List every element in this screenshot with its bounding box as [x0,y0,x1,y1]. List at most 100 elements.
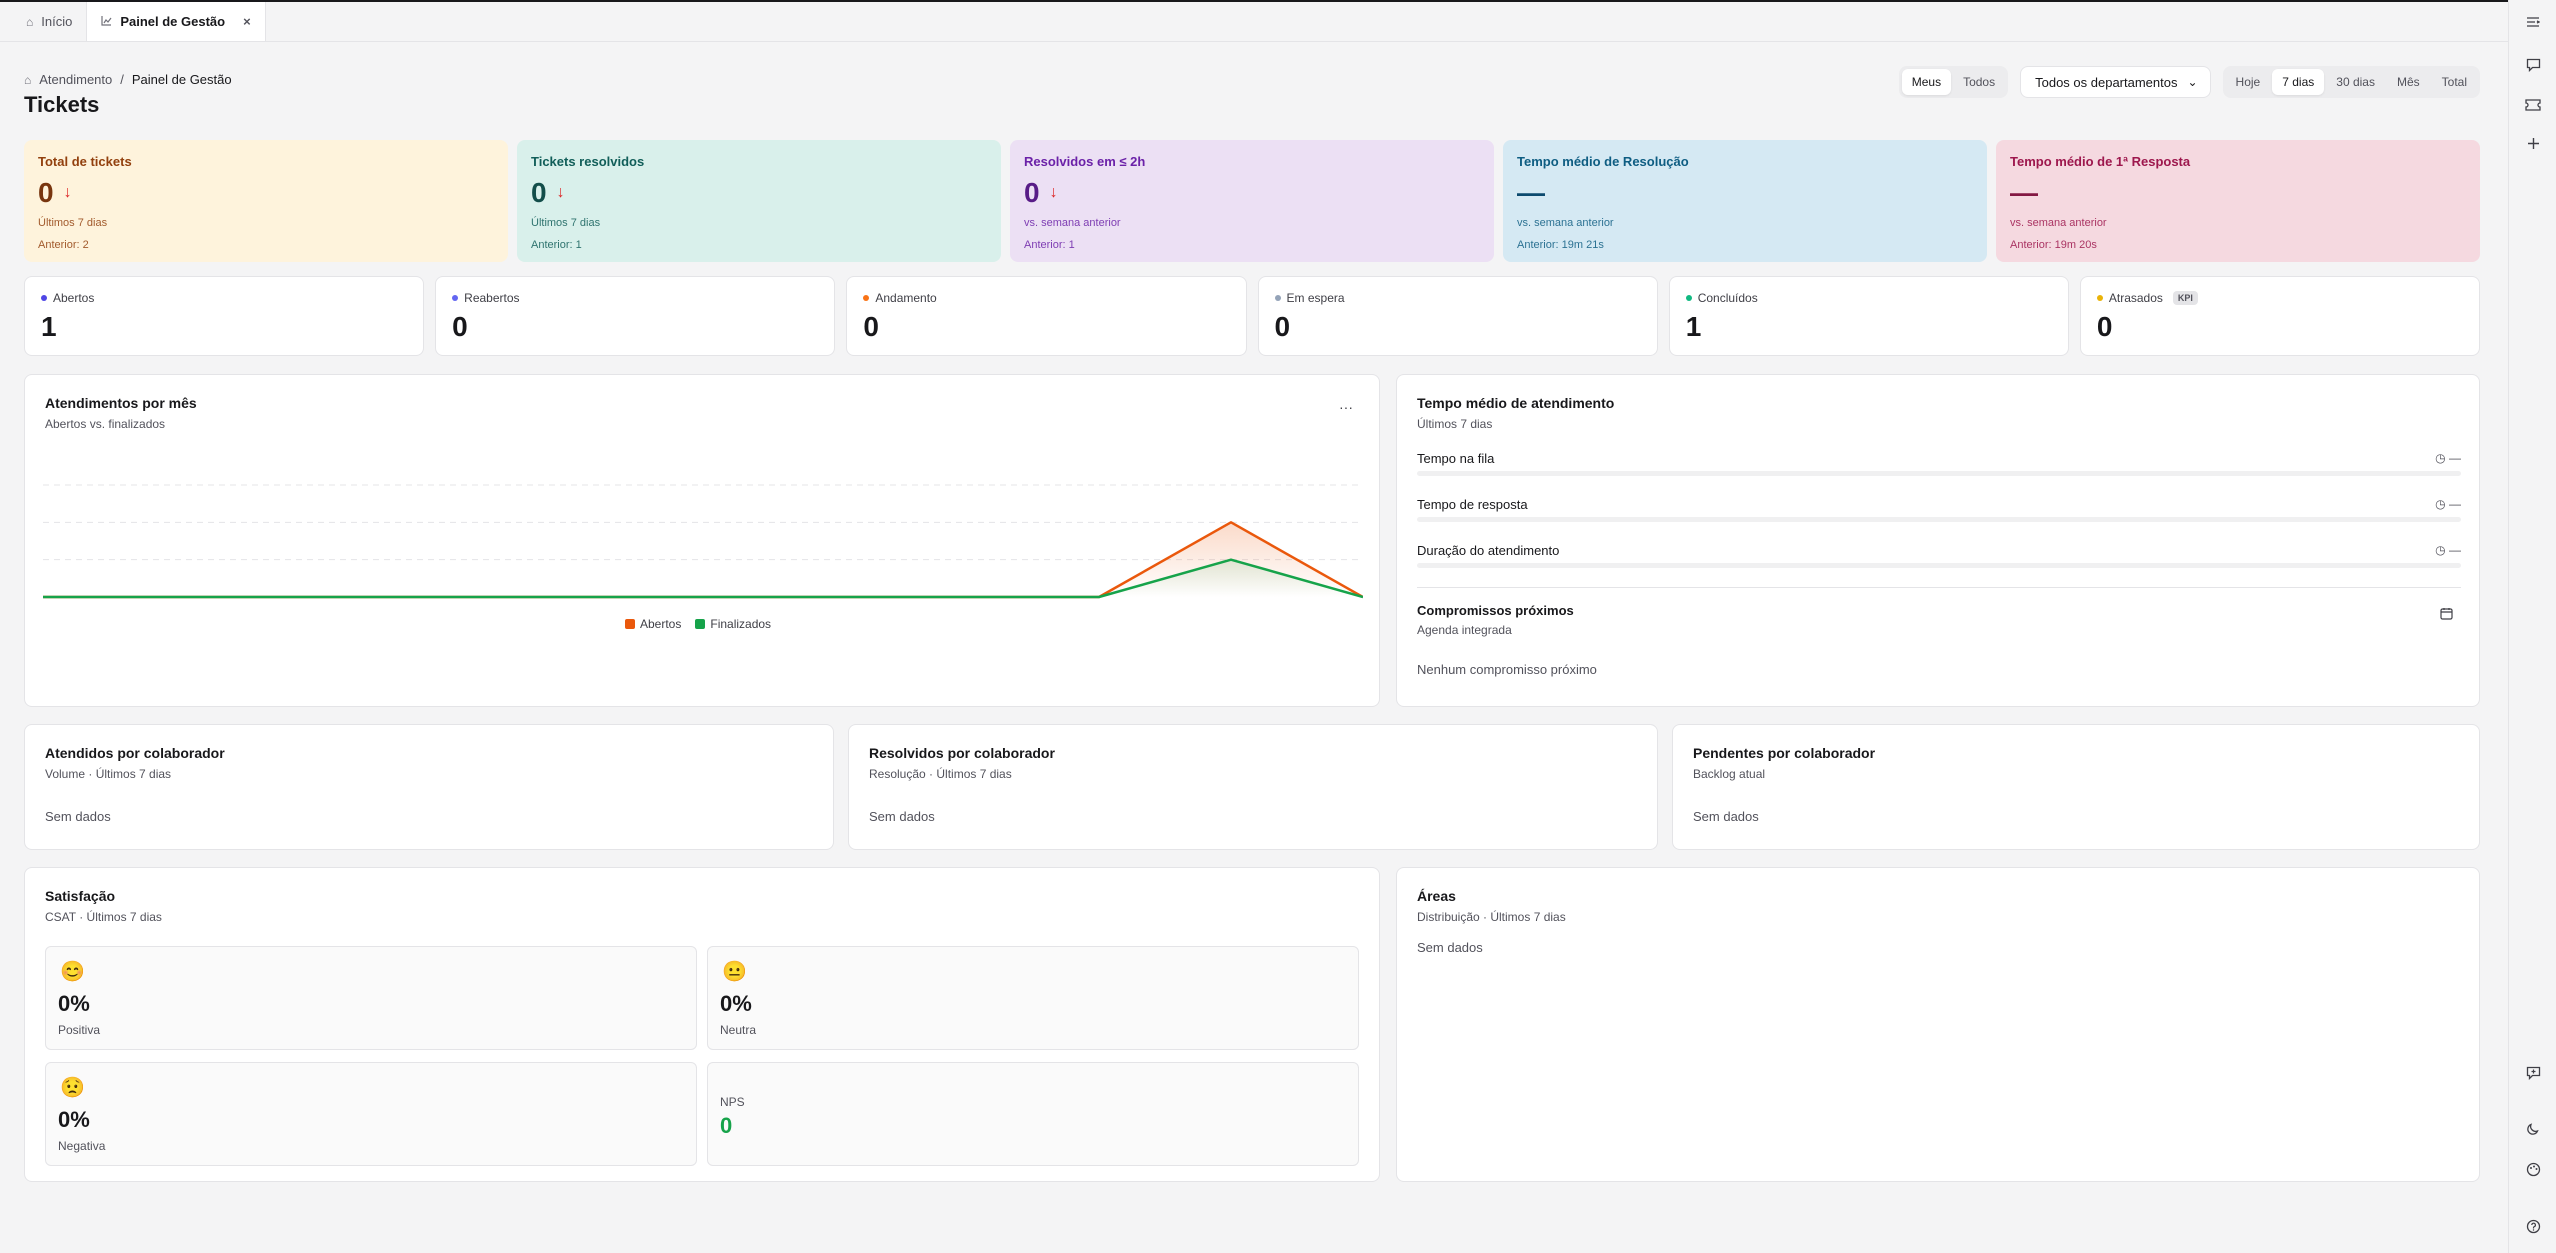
palette-icon[interactable] [2509,1162,2556,1183]
status-card-abertos[interactable]: Abertos 1 [24,276,425,356]
sad-face-icon: 😟 [60,1077,85,1099]
card-title: Atendidos por colaborador [45,745,225,761]
tab-inicio[interactable]: ⌂ Início [12,2,88,41]
page-title: Tickets [24,92,100,117]
satisfaction-card: Satisfação CSAT · Últimos 7 dias 😊 0% Po… [24,867,1380,1182]
status-card-concluidos[interactable]: Concluídos 1 [1668,276,2069,356]
scope-todos-button[interactable]: Todos [1963,75,1996,89]
summary-previous: Anterior: 19m 21s [1517,239,1604,251]
areas-title: Áreas [1417,888,1456,904]
summary-label: Tempo médio de Resolução [1517,154,1689,169]
help-icon[interactable] [2509,1219,2556,1240]
chat-icon[interactable] [2509,58,2556,78]
time-row-fila: Tempo na fila ◷ — [1417,451,2461,476]
status-cards: Abertos 1 Reabertos 0 Andamento 0 Em esp… [24,276,2481,356]
status-dot [2096,295,2103,301]
period-7-dias-button[interactable]: 7 dias [2272,69,2325,95]
avg-time-card: Tempo médio de atendimento Últimos 7 dia… [1396,374,2480,707]
filter-controls: Meus Todos Todos os departamentos ⌄ Hoje… [1898,66,2480,98]
card-title: Pendentes por colaborador [1693,745,1876,761]
close-icon[interactable]: × [243,14,251,29]
breadcrumb-root[interactable]: Atendimento [39,72,113,87]
avg-time-title: Tempo médio de atendimento [1417,395,1615,411]
status-card-andamento[interactable]: Andamento 0 [846,276,1247,356]
status-value: 0 [1274,311,1291,342]
satisfaction-label: Neutra [720,1023,757,1037]
status-card-atrasados[interactable]: Atrasados KPI 0 [2079,276,2481,356]
satisfaction-subtitle: CSAT · Últimos 7 dias [45,910,162,924]
summary-card-avg-resolution: Tempo médio de Resolução — vs. semana an… [1503,140,1987,262]
summary-previous: Anterior: 2 [38,239,89,251]
summary-value: — [1517,177,1545,208]
period-toggle: Hoje 7 dias 30 dias Mês Total [2222,66,2480,98]
appointments-empty: Nenhum compromisso próximo [1417,662,1597,677]
breadcrumb: ⌂ Atendimento / Painel de Gestão [24,72,232,87]
resolved-by-collaborator-card: Resolvidos por colaborador Resolução · Ú… [848,724,1658,850]
series-line-finalizados[interactable] [43,558,1363,599]
empty-state: Sem dados [1417,940,1483,955]
summary-value: 0 [38,177,54,208]
message-plus-icon[interactable] [2509,1066,2556,1086]
tab-bar: ⌂ Início Painel de Gestão × [0,0,2508,42]
plus-icon[interactable] [2509,136,2556,156]
department-select[interactable]: Todos os departamentos ⌄ [2020,66,2211,98]
satisfaction-negative: 😟 0% Negativa [45,1062,697,1166]
status-card-reabertos[interactable]: Reabertos 0 [435,276,836,356]
monthly-chart-card: Atendimentos por mês Abertos vs. finaliz… [24,374,1380,707]
status-label: Em espera [1286,291,1345,305]
nps-box: NPS 0 [707,1062,1359,1166]
summary-period: vs. semana anterior [1024,217,1121,229]
status-label: Atrasados [2108,291,2163,305]
empty-state: Sem dados [1693,809,1759,824]
breadcrumb-separator: / [120,72,124,87]
period-total-button[interactable]: Total [2441,75,2467,89]
calendar-icon[interactable] [2440,607,2453,623]
legend-swatch [695,619,706,629]
nps-label: NPS [720,1095,745,1109]
legend-label: Finalizados [710,617,772,631]
right-rail [2508,0,2556,1253]
legend-finalizados[interactable]: Finalizados [695,617,771,631]
attended-by-collaborator-card: Atendidos por colaborador Volume · Últim… [24,724,834,850]
time-row-value: — [2449,497,2461,511]
chart-subtitle: Abertos vs. finalizados [45,417,166,431]
time-row-value: — [2449,543,2461,557]
scope-meus-button[interactable]: Meus [1901,69,1952,95]
satisfaction-value: 0% [720,991,752,1016]
status-value: 1 [41,311,57,342]
legend-label: Abertos [640,617,682,631]
summary-period: Últimos 7 dias [531,217,601,229]
more-options-icon[interactable]: ··· [1339,399,1353,415]
status-card-em-espera[interactable]: Em espera 0 [1257,276,1658,356]
summary-period: vs. semana anterior [1517,217,1614,229]
status-value: 1 [1685,311,1702,342]
status-dot [41,295,47,301]
summary-value: 0 [531,177,547,208]
satisfaction-label: Negativa [58,1139,106,1153]
card-subtitle: Backlog atual [1693,767,1766,781]
summary-card-resolved-2h: Resolvidos em ≤ 2h 0 ↓ vs. semana anterio… [1010,140,1494,262]
arrow-down-icon: ↓ [1049,184,1058,201]
chart-title: Atendimentos por mês [45,395,197,411]
empty-state: Sem dados [869,809,935,824]
summary-label: Tickets resolvidos [531,154,645,169]
list-icon[interactable] [2509,14,2556,34]
moon-icon[interactable] [2509,1122,2556,1142]
arrow-down-icon: ↓ [63,184,72,201]
clock-icon: ◷ [2435,497,2446,511]
summary-previous: Anterior: 1 [531,239,582,251]
clock-icon: ◷ [2435,543,2446,557]
status-dot [452,295,459,301]
summary-label: Total de tickets [38,154,132,169]
empty-state: Sem dados [45,809,111,824]
status-value: 0 [452,311,468,342]
period-30-dias-button[interactable]: 30 dias [2336,75,2375,89]
summary-cards: Total de tickets 0 ↓ Últimos 7 dias Anter… [24,140,2480,262]
period-mes-button[interactable]: Mês [2396,75,2420,89]
legend-abertos[interactable]: Abertos [625,617,681,631]
tab-painel-de-gestao[interactable]: Painel de Gestão × [87,2,266,41]
summary-value: — [2010,177,2038,208]
ticket-icon[interactable] [2509,97,2556,117]
period-hoje-button[interactable]: Hoje [2235,75,2261,89]
status-dot [863,295,870,301]
